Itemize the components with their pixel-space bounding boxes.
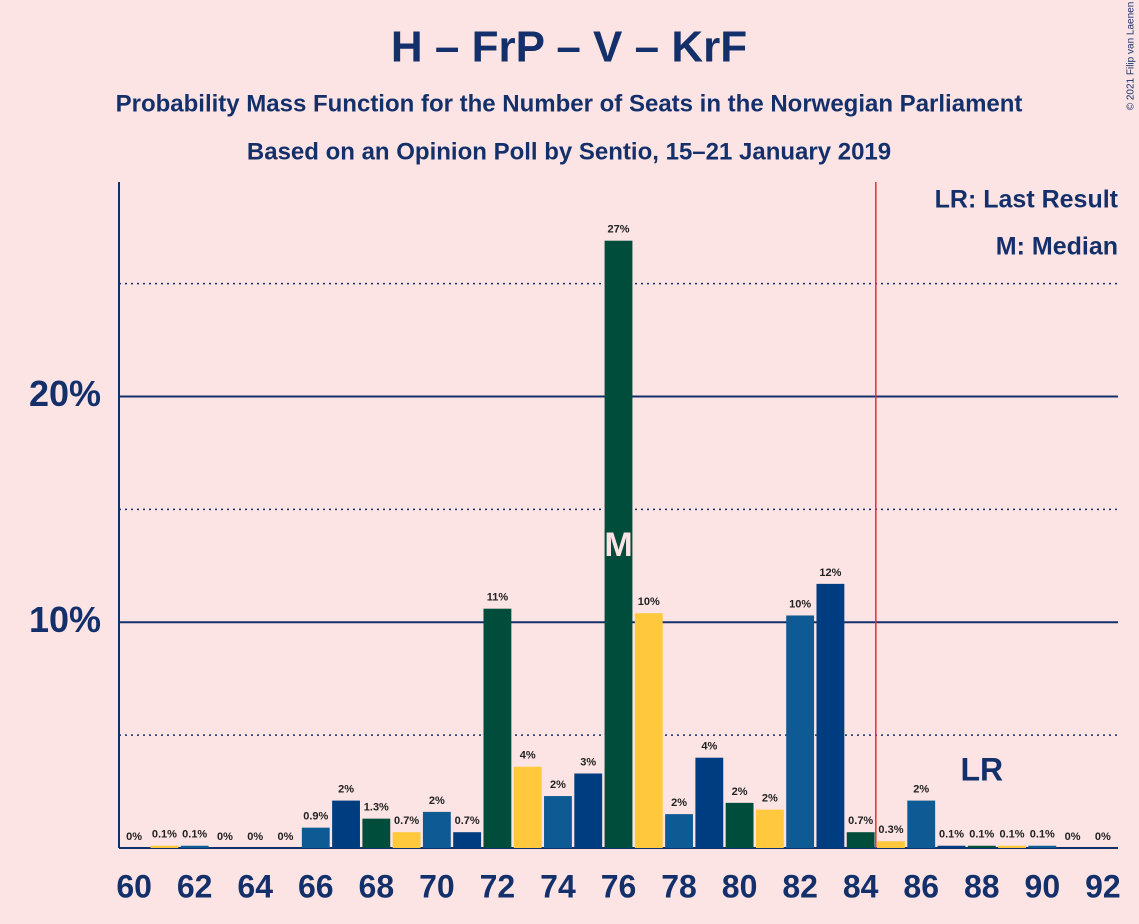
bar — [665, 814, 693, 848]
value-label: 0% — [1065, 831, 1081, 843]
x-tick-label: 78 — [661, 868, 697, 904]
value-label: 0.1% — [1030, 829, 1055, 841]
value-label: 0.1% — [939, 829, 964, 841]
x-tick-label: 86 — [903, 868, 939, 904]
bar — [604, 240, 633, 848]
x-tick-label: 60 — [116, 868, 152, 904]
x-tick-label: 68 — [359, 868, 395, 904]
value-label: 0.7% — [848, 815, 873, 827]
bar — [483, 608, 512, 848]
chart-title: H – FrP – V – KrF — [391, 23, 747, 72]
bar — [301, 827, 330, 848]
x-tick-label: 70 — [419, 868, 455, 904]
value-label: 27% — [607, 224, 629, 236]
y-tick-label: 10% — [29, 599, 101, 640]
chart-subtitle: Probability Mass Function for the Number… — [116, 90, 1023, 117]
bar — [453, 832, 482, 848]
bar — [574, 773, 603, 848]
value-label: 0.1% — [182, 829, 207, 841]
bar — [725, 802, 754, 848]
bar — [755, 809, 784, 848]
bar — [422, 811, 451, 848]
value-label: 10% — [638, 596, 660, 608]
bar — [150, 845, 179, 848]
x-tick-label: 62 — [177, 868, 213, 904]
value-label: 0.7% — [394, 815, 419, 827]
value-label: 12% — [819, 567, 841, 579]
value-label: 2% — [762, 793, 778, 805]
value-label: 0.3% — [878, 824, 903, 836]
x-tick-label: 80 — [722, 868, 758, 904]
x-tick-label: 84 — [843, 868, 879, 904]
value-label: 2% — [429, 795, 445, 807]
x-tick-label: 66 — [298, 868, 334, 904]
bar — [180, 845, 209, 848]
legend-entry: M: Median — [996, 233, 1118, 261]
x-tick-label: 76 — [601, 868, 637, 904]
value-label: 0% — [1095, 831, 1111, 843]
bar — [544, 796, 572, 848]
x-tick-label: 92 — [1085, 868, 1121, 904]
chart-subtitle: Based on an Opinion Poll by Sentio, 15–2… — [247, 138, 891, 165]
bar — [332, 800, 360, 848]
last-result-marker: LR — [960, 751, 1003, 787]
bar — [998, 845, 1026, 848]
value-label: 0.1% — [152, 829, 177, 841]
value-label: 4% — [701, 741, 717, 753]
x-tick-label: 64 — [237, 868, 273, 904]
value-label: 1.3% — [364, 802, 389, 814]
bar — [1028, 845, 1057, 848]
value-label: 0.1% — [1000, 829, 1025, 841]
value-label: 0% — [278, 831, 294, 843]
x-tick-label: 82 — [782, 868, 818, 904]
x-tick-label: 90 — [1025, 868, 1061, 904]
value-label: 2% — [550, 779, 566, 791]
value-label: 3% — [580, 756, 596, 768]
median-marker: M — [604, 526, 632, 564]
bar — [967, 845, 996, 848]
value-label: 0.7% — [455, 815, 480, 827]
bar — [877, 841, 905, 848]
bar — [392, 832, 421, 848]
bar — [786, 615, 815, 848]
bar — [937, 845, 966, 848]
value-label: 11% — [487, 592, 509, 604]
value-label: 2% — [732, 786, 748, 798]
value-label: 2% — [913, 783, 929, 795]
bar — [362, 818, 391, 848]
bar — [695, 757, 724, 848]
copyright: © 2021 Filip van Laenen — [1126, 2, 1137, 111]
x-tick-label: 74 — [540, 868, 576, 904]
bar — [634, 613, 663, 848]
x-tick-label: 88 — [964, 868, 1000, 904]
bar — [513, 766, 542, 848]
bar — [816, 583, 845, 848]
value-label: 10% — [789, 598, 811, 610]
bar — [907, 800, 936, 848]
value-label: 0% — [126, 831, 142, 843]
value-label: 0% — [247, 831, 263, 843]
bar — [846, 832, 875, 848]
legend-entry: LR: Last Result — [935, 186, 1119, 214]
value-label: 2% — [671, 797, 687, 809]
value-label: 0.9% — [303, 811, 328, 823]
value-label: 0% — [217, 831, 233, 843]
value-label: 2% — [338, 783, 354, 795]
y-tick-label: 20% — [29, 373, 101, 414]
x-tick-label: 72 — [480, 868, 516, 904]
value-label: 0.1% — [969, 829, 994, 841]
value-label: 4% — [520, 750, 536, 762]
